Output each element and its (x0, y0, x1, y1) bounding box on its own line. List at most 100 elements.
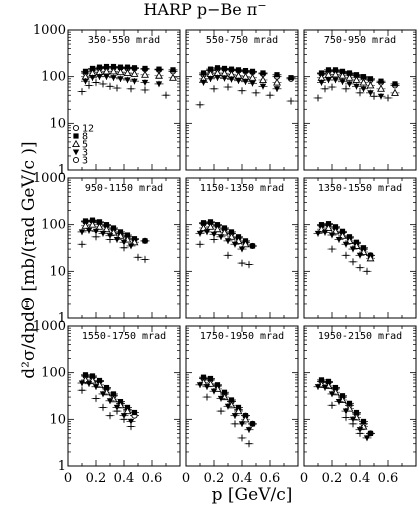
data-point (211, 85, 217, 92)
y-tick-label: 100 (41, 366, 66, 381)
data-point (85, 381, 93, 387)
data-point (221, 225, 228, 231)
data-point (203, 229, 211, 236)
data-point (200, 70, 207, 76)
data-point (197, 241, 203, 248)
data-point (352, 75, 361, 83)
data-point (322, 85, 328, 92)
data-point (225, 84, 231, 91)
data-point (338, 231, 347, 239)
y-axis-title: d²σ/dpdΘ [mb/(rad GeV/c )] (19, 141, 39, 378)
data-point (253, 89, 259, 96)
data-point (366, 81, 375, 89)
series-5 (327, 401, 365, 438)
data-point (88, 220, 97, 228)
data-point (200, 220, 207, 226)
legend-label: 8 (82, 132, 88, 143)
data-point (378, 78, 384, 84)
data-point (360, 245, 367, 251)
panel-7: 1 10 100 1000 0 0.2 0.4 0.6 1550-1750 mrad (33, 319, 181, 486)
data-point (246, 440, 252, 447)
data-point (356, 252, 364, 259)
panel-label: 1550-1750 mrad (82, 331, 166, 342)
data-point (211, 236, 217, 243)
data-point (260, 70, 266, 76)
data-point (89, 75, 96, 81)
data-point (131, 78, 138, 85)
data-point (385, 94, 391, 101)
data-point (79, 88, 85, 95)
data-point (346, 70, 353, 76)
data-point (141, 70, 149, 78)
data-point (259, 75, 267, 83)
data-point (93, 233, 99, 240)
data-point (249, 80, 256, 87)
data-point (169, 73, 177, 81)
data-point (92, 228, 100, 235)
data-point (235, 67, 242, 73)
data-point (82, 218, 89, 224)
panel-4: 1 10 100 1000 950-1150 mrad (33, 171, 181, 326)
data-point (246, 261, 252, 268)
series-3 (317, 70, 400, 96)
data-point (234, 406, 243, 415)
data-point (359, 78, 368, 86)
series-3 (317, 223, 375, 262)
x-tick-label: 0 (64, 471, 72, 486)
y-tick-label: 1000 (33, 171, 66, 186)
data-point (130, 238, 139, 246)
data-point (123, 68, 132, 76)
data-point (318, 79, 325, 86)
data-point (377, 84, 385, 92)
series-2 (199, 65, 296, 81)
data-point (89, 65, 96, 72)
data-point (123, 406, 132, 415)
series-4 (77, 379, 136, 425)
legend-marker (72, 149, 80, 156)
data-point (335, 236, 343, 243)
data-point (325, 67, 332, 73)
data-point (117, 76, 124, 83)
data-point (366, 254, 375, 262)
data-point (96, 64, 103, 70)
data-point (324, 223, 333, 231)
data-point (196, 230, 204, 237)
data-point (318, 70, 325, 76)
data-point (100, 80, 106, 87)
y-tick-label: 100 (41, 70, 66, 85)
data-point (206, 222, 215, 230)
data-point (329, 84, 335, 91)
data-point (213, 225, 222, 233)
data-point (109, 67, 118, 75)
y-tick-label: 10 (49, 264, 66, 279)
data-point (155, 71, 163, 79)
data-point (249, 68, 256, 74)
panel-8: 0 0.2 0.4 0.6 1750-1950 mrad (182, 325, 299, 486)
data-point (92, 384, 100, 390)
data-point (110, 63, 117, 70)
data-point (225, 252, 231, 259)
y-tick-label: 1 (58, 163, 66, 178)
panel-frame (185, 325, 299, 467)
series-5 (313, 83, 393, 102)
figure-title: HARP p−Be π− (143, 0, 266, 19)
data-point (329, 246, 335, 253)
series-5 (195, 235, 254, 269)
data-point (116, 231, 125, 239)
x-tick-label: 0.6 (260, 471, 281, 486)
data-point (360, 86, 367, 92)
data-point (142, 238, 148, 244)
data-point (99, 230, 107, 237)
data-point (86, 82, 92, 89)
x-tick-label: 0.4 (232, 471, 253, 486)
data-point (343, 414, 349, 421)
data-point (353, 83, 360, 90)
series-4 (317, 76, 386, 100)
data-point (318, 377, 325, 383)
legend-label: 3 (82, 148, 88, 159)
data-point (325, 221, 332, 227)
panel-2: 550-750 mrad (185, 29, 299, 171)
data-point (196, 382, 204, 388)
panel-label: 1750-1950 mrad (200, 331, 284, 342)
